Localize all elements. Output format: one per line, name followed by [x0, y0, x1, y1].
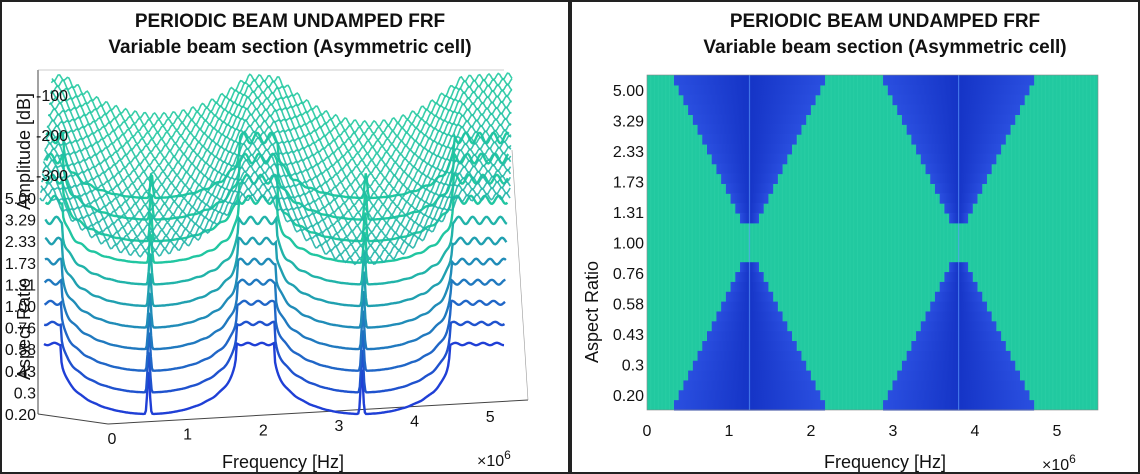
- heatmap-x-ticks: 0 1 2 3 4 5: [643, 423, 1062, 440]
- aspect-ratio-tick-label: 0.3: [14, 385, 36, 402]
- heatmap-x-tick-label: 4: [971, 423, 980, 440]
- heatmap-y-tick-label: 1.31: [613, 205, 644, 222]
- amplitude-tick-label: -100: [36, 88, 68, 105]
- waterfall-series-line: [44, 214, 508, 286]
- waterfall-surface-line: [50, 77, 513, 135]
- aspect-ratio-tick-label: 3.29: [5, 213, 36, 230]
- waterfall-series-line: [43, 299, 506, 372]
- aspect-ratio-tick-label: 0.20: [5, 407, 36, 424]
- waterfall-surface-line: [42, 158, 512, 227]
- heatmap-y-tick-label: 0.58: [613, 296, 644, 313]
- axis-line: [107, 399, 529, 425]
- aspect-ratio-tick-label: 1.00: [5, 299, 36, 316]
- waterfall-surface-line: [40, 175, 512, 246]
- waterfall-surface-line: [42, 163, 512, 234]
- frequency-ticks: 0 1 2 3 4 5: [108, 409, 495, 448]
- amplitude-tick-label: -300: [36, 168, 68, 185]
- heatmap-y-tick-label: 3.29: [613, 114, 644, 131]
- heatmap-y-tick-label: 0.20: [613, 388, 644, 405]
- amplitude-ticks: -100 -200 -300: [36, 88, 68, 185]
- heatmap-x-tick-label: 3: [889, 423, 898, 440]
- frequency-tick-label: 2: [259, 422, 268, 439]
- heatmap-y-tick-label: 0.3: [622, 357, 644, 374]
- waterfall-surface-line: [44, 140, 512, 207]
- waterfall-subtitle: Variable beam section (Asymmetric cell): [108, 37, 471, 58]
- heatmap-y-tick-label: 2.33: [613, 144, 644, 161]
- aspect-ratio-tick-label: 2.33: [5, 234, 36, 251]
- waterfall-surface-line: [50, 83, 513, 141]
- frequency-tick-label: 1: [183, 427, 192, 444]
- waterfall-surface-line: [39, 186, 511, 260]
- heatmap-y-tick-label: 0.43: [613, 327, 644, 344]
- waterfall-curves: [39, 72, 513, 416]
- aspect-ratio-tick-label: 1.73: [5, 256, 36, 273]
- waterfall-xlabel: Frequency [Hz]: [222, 452, 344, 472]
- frequency-tick-label: 5: [486, 409, 495, 426]
- amplitude-tick-label: -200: [36, 128, 68, 145]
- waterfall-series-line: [43, 320, 506, 394]
- heatmap-y-ticks: 0.20 0.3 0.43 0.58 0.76 1.00 1.31 1.73 2.33 3.29 5…: [613, 83, 644, 405]
- frequency-tick-label: 3: [334, 418, 343, 435]
- aspect-ratio-tick-label: 1.31: [5, 277, 36, 294]
- waterfall-surface-line: [41, 169, 512, 240]
- waterfall-series-line: [44, 236, 508, 308]
- waterfall-surface-line: [45, 129, 512, 194]
- heatmap-chart: PERIODIC BEAM UNDAMPED FRF Variable beam…: [582, 11, 1099, 474]
- heatmap-frame: [646, 74, 1099, 411]
- frequency-tick-label: 0: [108, 431, 117, 448]
- aspect-ratio-tick-label: 0.58: [5, 342, 36, 359]
- waterfall-surface-line: [48, 106, 512, 168]
- heatmap-x-tick-label: 2: [807, 423, 816, 440]
- waterfall-chart: PERIODIC BEAM UNDAMPED FRF Variable beam…: [5, 11, 529, 472]
- aspect-ratio-tick-label: 0.76: [5, 321, 36, 338]
- waterfall-surface-line: [43, 146, 512, 214]
- left-panel-border: [0, 0, 572, 474]
- waterfall-series-line: [43, 341, 505, 416]
- waterfall-series-line: [43, 277, 506, 351]
- axis-line: [37, 413, 109, 425]
- waterfall-series-line: [44, 257, 507, 329]
- heatmap-x-multiplier: ×106: [1042, 452, 1076, 474]
- waterfall-surface-line: [40, 180, 511, 253]
- waterfall-surface-line: [43, 152, 512, 220]
- heatmap-xlabel: Frequency [Hz]: [824, 452, 946, 472]
- waterfall-ylabel: Aspect Ratio: [14, 278, 34, 380]
- heatmap-x-tick-label: 5: [1053, 423, 1062, 440]
- heatmap-plot-area: [646, 74, 1099, 411]
- aspect-ratio-tick-label: 0.43: [5, 364, 36, 381]
- heatmap-y-tick-label: 5.00: [613, 83, 644, 100]
- waterfall-axes-box: [37, 69, 529, 425]
- heatmap-ylabel: Aspect Ratio: [582, 261, 602, 363]
- aspect-ratio-ticks: 0.20 0.3 0.43 0.58 0.76 1.00 1.31 1.73 2.33 3.29 5…: [5, 191, 36, 424]
- waterfall-title: PERIODIC BEAM UNDAMPED FRF: [135, 11, 445, 32]
- axis-line: [511, 149, 529, 401]
- heatmap-y-tick-label: 1.73: [613, 175, 644, 192]
- waterfall-surface-line: [39, 192, 511, 266]
- aspect-ratio-tick-label: 5.00: [5, 191, 36, 208]
- waterfall-x-multiplier: ×106: [477, 448, 511, 470]
- heatmap-x-tick-label: 0: [643, 423, 652, 440]
- frequency-tick-label: 4: [410, 414, 419, 431]
- heatmap-title: PERIODIC BEAM UNDAMPED FRF: [730, 11, 1040, 32]
- heatmap-x-tick-label: 1: [725, 423, 734, 440]
- heatmap-y-tick-label: 1.00: [613, 236, 644, 253]
- right-panel-border: [568, 0, 1140, 474]
- heatmap-y-tick-label: 0.76: [613, 266, 644, 283]
- heatmap-subtitle: Variable beam section (Asymmetric cell): [703, 37, 1066, 58]
- waterfall-surface-line: [49, 94, 513, 154]
- waterfall-surface-line: [51, 72, 513, 129]
- waterfall-surface-line: [47, 117, 512, 181]
- waterfall-zlabel: Amplitude [dB]: [14, 93, 34, 210]
